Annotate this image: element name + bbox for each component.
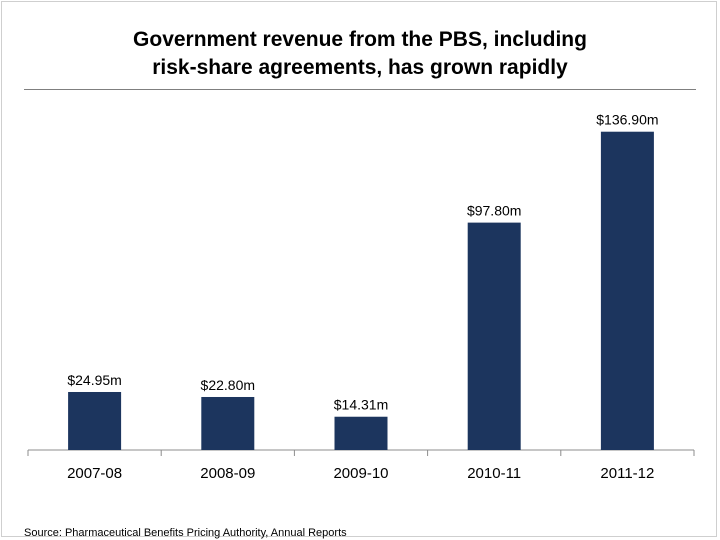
bar-2007-08 — [68, 391, 122, 450]
bar-2009-10 — [334, 416, 388, 450]
bar-2010-11 — [467, 222, 521, 450]
bar-2008-09 — [201, 396, 255, 450]
data-label-2007-08: $24.95m — [67, 372, 121, 388]
chart-title-line-2: risk-share agreements, has grown rapidly — [152, 56, 568, 79]
x-tick-label-2010-11: 2010-11 — [467, 465, 521, 482]
data-label-2010-11: $97.80m — [467, 203, 521, 219]
x-tick-label-2009-10: 2009-10 — [333, 465, 388, 482]
data-label-2008-09: $22.80m — [201, 377, 255, 393]
chart-title-line-1: Government revenue from the PBS, includi… — [133, 28, 587, 51]
data-label-2009-10: $14.31m — [334, 397, 388, 413]
data-label-2011-12: $136.90m — [596, 112, 658, 128]
title-divider — [24, 89, 696, 90]
bar-2011-12 — [600, 131, 654, 450]
x-tick-label-2011-12: 2011-12 — [600, 465, 654, 482]
source-note: Source: Pharmaceutical Benefits Pricing … — [24, 527, 347, 539]
x-tick-label-2008-09: 2008-09 — [200, 465, 255, 482]
x-tick-label-2007-08: 2007-08 — [67, 465, 122, 482]
chart-title: Government revenue from the PBS, includi… — [0, 26, 720, 82]
